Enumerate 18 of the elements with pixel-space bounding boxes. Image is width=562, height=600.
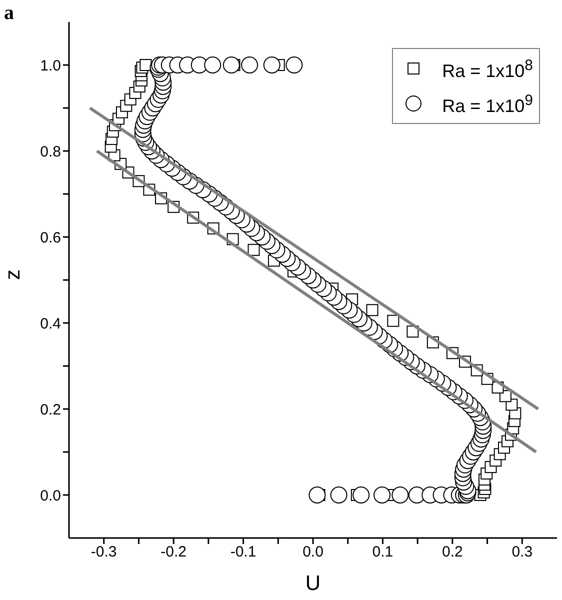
- y-axis-title: z: [1, 270, 24, 280]
- y-tick-label: 0.2: [40, 401, 61, 418]
- x-tick-label: 0.1: [372, 544, 394, 561]
- x-tick-label: -0.3: [90, 544, 117, 561]
- x-tick-label: 0.3: [512, 544, 533, 561]
- legend-label: Ra = 1x10$^{9}$: [442, 91, 533, 118]
- y-tick-label: 0.8: [40, 143, 61, 160]
- x-tick-label: -0.2: [160, 544, 186, 561]
- x-tick-label: 0.2: [442, 544, 463, 561]
- y-tick-label: 0.0: [40, 487, 61, 504]
- y-tick-label: 1.0: [40, 57, 61, 74]
- x-axis-title: U: [305, 572, 321, 595]
- text: a: [4, 2, 14, 25]
- x-tick-label: -0.1: [230, 544, 256, 561]
- y-tick-label: 0.4: [40, 315, 61, 332]
- y-tick-label: 0.6: [40, 229, 61, 246]
- x-tick-label: 0.0: [302, 544, 324, 561]
- legend-label: Ra = 1x10$^{8}$: [442, 56, 533, 83]
